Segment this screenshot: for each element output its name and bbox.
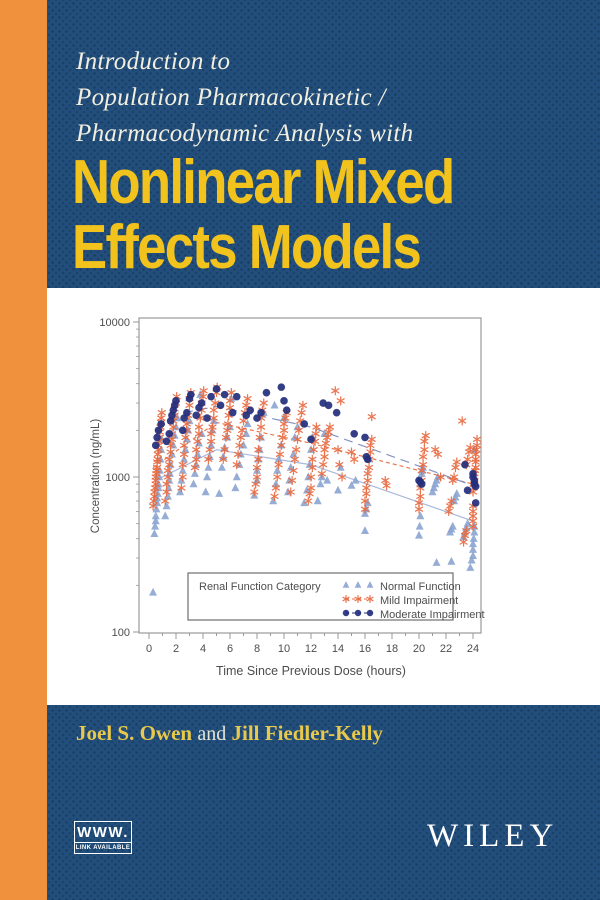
book-title-line-1: Nonlinear Mixed [72,148,455,217]
legend-box [187,572,454,621]
series-title-line-2: Population Pharmacokinetic / [76,84,386,111]
author-conjunction: and [197,723,227,745]
y-axis-title: Concentration (ng/mL) [90,419,102,534]
www-link-available-badge: WWW. LINK AVAILABLE [74,821,132,854]
wiley-logo: WILEY [427,818,559,854]
book-title: Nonlinear Mixed Effects Models [72,148,455,282]
svg-text:1000: 1000 [106,472,130,484]
legend-symbols [342,581,374,617]
svg-text:24: 24 [467,643,479,655]
svg-text:18: 18 [386,643,398,655]
chart-panel: 0 2 4 6 8 10 12 14 16 18 20 22 24 100 1000 10000 Concen… [47,288,600,705]
svg-text:14: 14 [332,643,344,655]
series-title-line-1: Introduction to [76,48,231,75]
svg-text:10: 10 [278,643,290,655]
svg-text:16: 16 [359,643,371,655]
legend-label-normal: Normal Function [380,581,461,593]
link-available-text: LINK AVAILABLE [75,842,131,853]
x-axis-title: Time Since Previous Dose (hours) [216,664,406,678]
legend-label-moderate: Moderate Impairment [380,609,485,621]
svg-text:20: 20 [413,643,425,655]
svg-text:100: 100 [112,627,130,639]
svg-text:4: 4 [200,643,206,655]
svg-text:22: 22 [440,643,452,655]
author-1: Joel S. Owen [76,721,193,745]
legend-label-mild: Mild Impairment [380,595,458,607]
svg-text:6: 6 [227,643,233,655]
author-2: Jill Fiedler-Kelly [231,721,383,745]
legend-title: Renal Function Category [199,581,321,593]
svg-text:8: 8 [254,643,260,655]
orange-accent-strip [0,0,47,900]
svg-text:12: 12 [305,643,317,655]
authors-line: Joel S. Owen and Jill Fiedler-Kelly [76,721,383,746]
book-title-line-2: Effects Models [72,213,422,282]
chart-legend: Renal Function Category Normal Function … [187,572,485,621]
www-badge-text: WWW. [77,824,129,841]
svg-text:10000: 10000 [99,317,130,329]
series-title: Introduction to Population Pharmacokinet… [76,44,546,152]
series-title-line-3: Pharmacodynamic Analysis with [76,120,414,147]
svg-text:0: 0 [146,643,152,655]
scatter-points [148,382,482,596]
svg-text:2: 2 [173,643,179,655]
